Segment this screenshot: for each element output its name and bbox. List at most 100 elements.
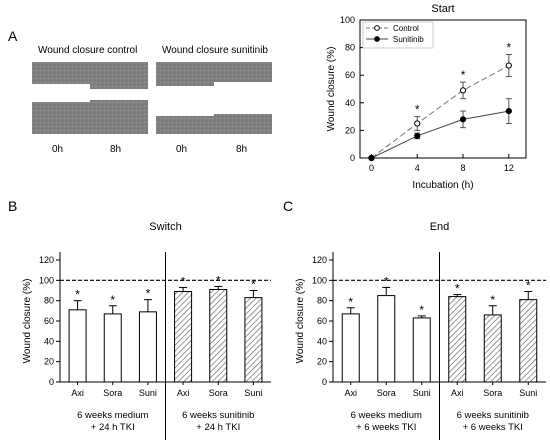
data-point-sunitinib [368, 154, 375, 162]
series-line-sunitinib [371, 110, 509, 159]
y-axis-label: Wound closure (%) [326, 47, 337, 132]
y-tick-label: 0 [350, 153, 355, 163]
data-point-control [505, 62, 512, 69]
y-tick-label: 60 [317, 316, 327, 326]
panel-letter-b: B [8, 198, 18, 214]
x-tick-label: Sora [377, 388, 396, 398]
y-tick-label: 100 [312, 275, 327, 285]
bar-sora [377, 295, 396, 383]
series-line-control [371, 65, 510, 159]
micrograph-title-sunitinib: Wound closure sunitinib [162, 45, 268, 56]
micrograph-title-control: Wound closure control [38, 45, 138, 56]
significance-star: * [216, 273, 221, 287]
x-tick-label: Axi [344, 388, 357, 398]
x-tick-label: 0 [369, 163, 374, 173]
data-point-control [459, 87, 467, 94]
significance-star: * [251, 278, 256, 292]
group-label-line2: + 6 weeks TKI [356, 422, 416, 433]
y-tick-label: 80 [44, 296, 54, 306]
significance-star: * [110, 293, 115, 307]
y-tick-label: 120 [39, 255, 54, 265]
group-label-line2: + 24 h TKI [196, 422, 240, 433]
bar-suni [244, 297, 263, 383]
panel-letter-c: C [283, 198, 294, 214]
chart-title: Start [431, 3, 454, 15]
x-tick-label: Axi [71, 388, 84, 398]
significance-star: * [506, 41, 511, 55]
time-label-sunitinib-0h: 0h [176, 144, 188, 155]
y-tick-label: 20 [44, 357, 54, 367]
x-tick-label: Sora [103, 388, 122, 398]
group-label-line1: 6 weeks medium [77, 410, 148, 421]
x-tick-label: Suni [519, 388, 537, 398]
significance-star: * [146, 287, 151, 301]
significance-star: * [181, 274, 186, 288]
chart-title: Switch [149, 221, 181, 233]
y-tick-label: 20 [317, 357, 327, 367]
bar-sora [103, 313, 122, 383]
significance-star: * [384, 274, 389, 288]
bar-suni [412, 317, 431, 383]
significance-star: * [526, 279, 531, 293]
x-tick-label: Suni [139, 388, 157, 398]
significance-star: * [419, 303, 424, 317]
y-tick-label: 20 [345, 125, 355, 135]
bar-suni [519, 299, 538, 383]
y-tick-label: 40 [345, 98, 355, 108]
x-tick-label: Sora [483, 388, 502, 398]
x-tick-label: Axi [451, 388, 464, 398]
legend-label-sunitinib: Sunitinib [393, 35, 424, 44]
y-axis-label: Wound closure (%) [295, 279, 306, 364]
x-tick-label: 12 [504, 163, 514, 173]
legend-label-control: Control [393, 24, 419, 33]
micrograph-strip [32, 62, 272, 134]
micrograph-control-8h [90, 62, 148, 134]
significance-star: * [461, 68, 466, 82]
group-label-line1: 6 weeks sunitinib [182, 410, 254, 421]
bar-sora [209, 288, 228, 383]
y-tick-label: 80 [317, 296, 327, 306]
bar-axi [448, 296, 467, 383]
time-label-control-0h: 0h [52, 144, 64, 155]
panel-letter-a: A [8, 28, 18, 44]
y-tick-label: 100 [340, 15, 355, 25]
data-point-sunitinib [414, 132, 421, 140]
chart-start: Start 0 20 40 60 80 100 0 4 8 12 Incubation (h) Woun… [326, 3, 527, 191]
x-tick-label: Suni [413, 388, 431, 398]
data-point-control [414, 120, 421, 127]
time-label-sunitinib-8h: 8h [236, 144, 248, 155]
micrograph-sunitinib-8h [214, 62, 272, 134]
micrograph-images [32, 62, 272, 134]
significance-star: * [490, 293, 495, 307]
x-tick-label: 4 [415, 163, 420, 173]
micrograph-control-0h [32, 62, 90, 134]
time-label-control-8h: 8h [110, 144, 122, 155]
chart-switch: Switch 0 20 40 60 80 100 120 Wound closure (%) * A… [22, 221, 271, 440]
x-tick-label: Sora [209, 388, 228, 398]
bar-axi [341, 313, 360, 383]
group-label-line2: + 6 weeks TKI [463, 422, 523, 433]
x-tick-label: Suni [244, 388, 262, 398]
y-tick-label: 100 [39, 275, 54, 285]
data-point-sunitinib [505, 107, 512, 115]
x-axis-label: Incubation (h) [412, 180, 473, 191]
chart-end: End 0 20 40 60 80 100 120 Wound closure (%) * Axi *… [295, 221, 546, 440]
x-tick-label: 8 [461, 163, 466, 173]
bar-axi [68, 309, 87, 383]
chart-title: End [430, 221, 450, 233]
legend-marker [374, 36, 380, 42]
y-tick-label: 40 [317, 336, 327, 346]
group-label-line1: 6 weeks sunitinib [457, 410, 529, 421]
micrograph-sunitinib-0h [156, 62, 214, 134]
significance-star: * [415, 103, 420, 117]
bar-axi [174, 291, 193, 383]
y-tick-label: 60 [44, 316, 54, 326]
bar-sora [483, 314, 502, 383]
y-tick-label: 80 [345, 43, 355, 53]
bar-suni [138, 311, 157, 383]
data-point-sunitinib [459, 116, 467, 123]
y-tick-label: 60 [345, 70, 355, 80]
group-label-line1: 6 weeks medium [351, 410, 422, 421]
significance-star: * [455, 282, 460, 296]
group-label-line2: + 24 h TKI [91, 422, 135, 433]
